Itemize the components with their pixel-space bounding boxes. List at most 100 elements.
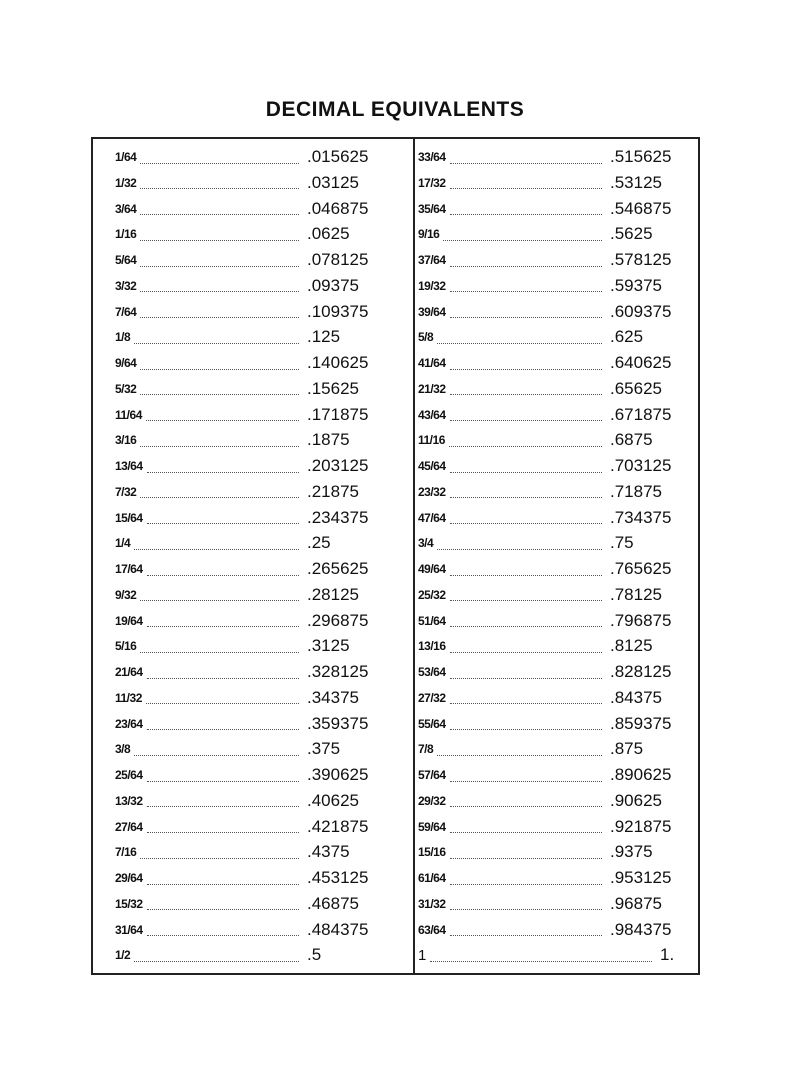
- fraction: 5/64: [115, 253, 137, 267]
- left-column-row: 25/64 .390625: [115, 763, 377, 787]
- leader-dots: [146, 717, 299, 730]
- decimal-value: .25: [307, 533, 331, 553]
- fraction: 5/8: [418, 330, 434, 345]
- decimal-value: .640625: [610, 353, 672, 372]
- leader-dots: [449, 485, 602, 499]
- fraction: 7/16: [115, 845, 137, 860]
- decimal-value: .15625: [307, 378, 359, 398]
- leader-dots: [140, 279, 299, 293]
- decimal-value: .53125: [610, 172, 662, 192]
- fraction: 11/64: [115, 407, 142, 422]
- leader-dots: [146, 923, 299, 936]
- decimal-value: .875: [610, 739, 644, 759]
- leader-dots: [134, 331, 299, 344]
- decimal-value: .78125: [610, 584, 662, 604]
- right-column-row: 41/64 .640625: [418, 351, 680, 375]
- fraction: 21/32: [418, 381, 446, 396]
- left-column-row: 19/64 .296875: [115, 609, 377, 633]
- decimal-value: .984375: [610, 919, 672, 939]
- leader-dots: [449, 717, 602, 730]
- fraction: 45/64: [418, 459, 446, 473]
- decimal-value: .859375: [610, 713, 672, 733]
- decimal-value: .09375: [307, 275, 359, 295]
- fraction: 17/64: [115, 562, 143, 576]
- left-column-row: 15/64 .234375: [115, 506, 377, 530]
- leader-dots: [146, 794, 299, 808]
- leader-dots: [140, 202, 299, 215]
- decimal-value: .21875: [307, 481, 359, 501]
- fraction: 1/8: [115, 330, 131, 345]
- leader-dots: [449, 254, 602, 267]
- fraction: 3/16: [115, 433, 137, 448]
- leader-dots: [449, 202, 602, 215]
- decimal-value: .890625: [610, 765, 672, 784]
- leader-dots: [429, 949, 652, 962]
- fraction: 23/32: [418, 484, 446, 499]
- right-column-row: 37/64 .578125: [418, 248, 680, 272]
- leader-dots: [449, 408, 602, 421]
- fraction: 5/32: [115, 381, 137, 396]
- leader-dots: [449, 640, 602, 653]
- leader-dots: [449, 794, 602, 808]
- leader-dots: [140, 640, 299, 653]
- fraction: 1/4: [115, 536, 131, 551]
- leader-dots: [449, 691, 602, 705]
- leader-dots: [449, 820, 602, 833]
- fraction: 9/64: [115, 356, 137, 370]
- decimal-value: 1.: [660, 945, 675, 965]
- right-column-row: 31/32 .96875: [418, 892, 680, 916]
- leader-dots: [449, 279, 602, 293]
- fraction: 53/64: [418, 665, 446, 679]
- leader-dots: [448, 434, 602, 447]
- fraction: 11/32: [115, 690, 142, 705]
- fraction: 25/32: [418, 587, 446, 602]
- decimal-value: .109375: [307, 301, 369, 321]
- right-column-row: 59/64 .921875: [418, 815, 680, 839]
- decimal-value: .703125: [610, 456, 672, 475]
- leader-dots: [146, 666, 299, 679]
- decimal-value: .203125: [307, 456, 369, 475]
- left-column-row: 5/32 .15625: [115, 377, 377, 401]
- decimal-value: .015625: [307, 147, 369, 166]
- left-column-row: 9/64 .140625: [115, 351, 377, 375]
- leader-dots: [134, 743, 299, 756]
- right-column-row: 3/4 .75: [418, 531, 680, 555]
- left-column-row: 27/64 .421875: [115, 815, 377, 839]
- decimal-value: .3125: [307, 636, 350, 656]
- leader-dots: [449, 923, 602, 936]
- decimal-value: .359375: [307, 713, 369, 733]
- fraction: 1/32: [115, 175, 137, 190]
- decimal-value: .6875: [610, 430, 653, 450]
- right-column-row: 53/64 .828125: [418, 660, 680, 684]
- fraction: 7/32: [115, 484, 137, 499]
- leader-dots: [146, 897, 299, 911]
- right-column-row: 39/64 .609375: [418, 300, 680, 324]
- left-column-row: 1/8 .125: [115, 325, 377, 349]
- fraction: 1/64: [115, 150, 137, 164]
- fraction: 39/64: [418, 304, 446, 319]
- decimal-value: .609375: [610, 301, 672, 321]
- decimal-value: .953125: [610, 868, 672, 887]
- right-column-row: 1 1.: [418, 943, 680, 967]
- left-column-row: 31/64 .484375: [115, 918, 377, 942]
- fraction: 15/64: [115, 510, 143, 525]
- right-column-row: 21/32 .65625: [418, 377, 680, 401]
- fraction: 13/64: [115, 459, 143, 473]
- fraction: 63/64: [418, 922, 446, 937]
- fraction: 25/64: [115, 768, 143, 782]
- leader-dots: [146, 769, 299, 782]
- decimal-value: .5625: [610, 224, 653, 244]
- right-column-row: 27/32 .84375: [418, 686, 680, 710]
- fraction: 55/64: [418, 716, 446, 731]
- left-column-row: 3/8 .375: [115, 737, 377, 761]
- right-column-row: 49/64 .765625: [418, 557, 680, 581]
- leader-dots: [437, 537, 602, 550]
- leader-dots: [146, 563, 299, 576]
- decimal-value: .34375: [307, 687, 359, 707]
- leader-dots: [140, 176, 299, 190]
- leader-dots: [449, 872, 602, 885]
- left-column-row: 7/32 .21875: [115, 480, 377, 504]
- leader-dots: [146, 460, 299, 473]
- right-column-row: 5/8 .625: [418, 325, 680, 349]
- fraction: 3/64: [115, 201, 137, 216]
